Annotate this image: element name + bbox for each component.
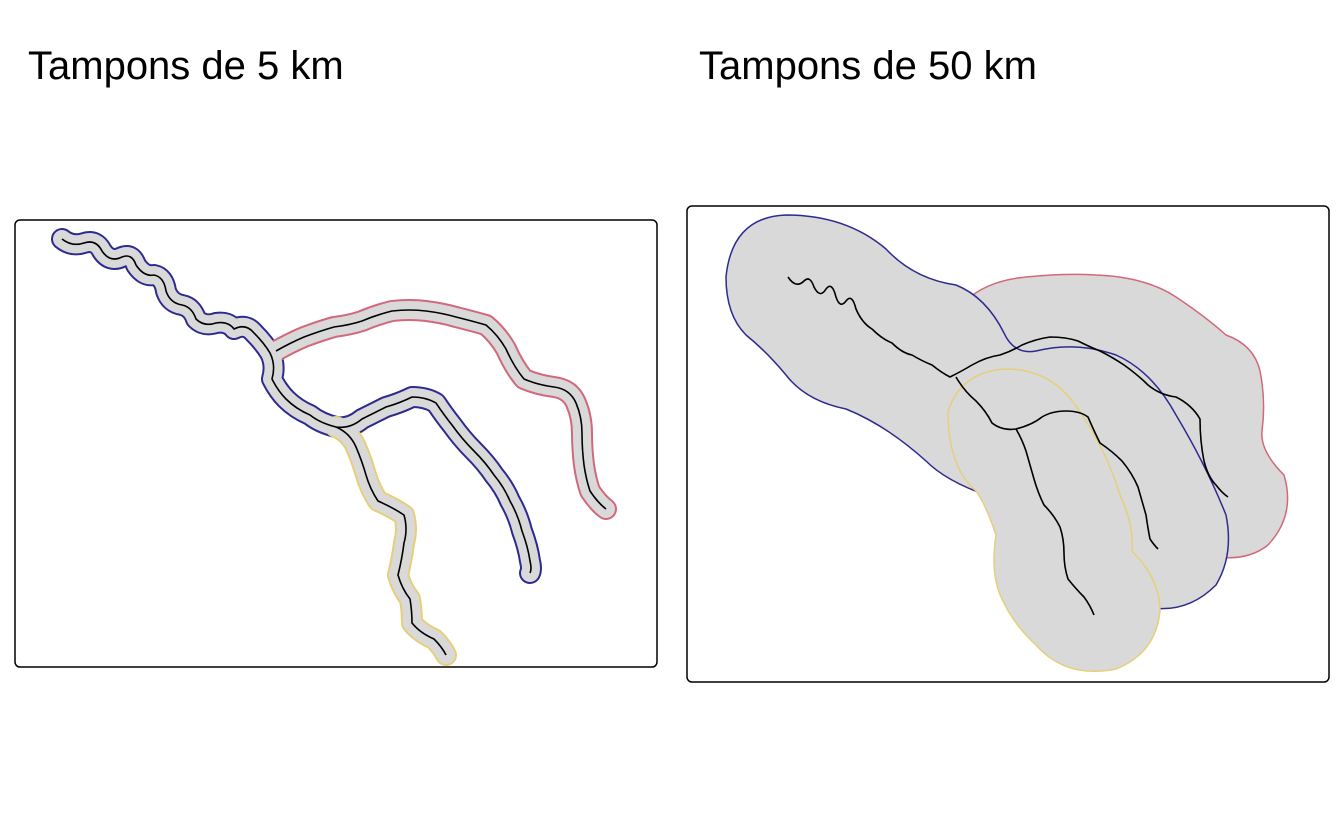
river-yellow: [335, 426, 447, 656]
buffer-polygons: [725, 214, 1289, 672]
river-yellow: [1015, 428, 1095, 616]
river-lines: [787, 276, 1229, 616]
river-lines: [61, 238, 607, 656]
buffer-polygon-yellow: [947, 368, 1161, 672]
river-main: [787, 276, 1229, 498]
panel-title-5km: Tampons de 5 km: [28, 44, 344, 88]
map-frame: [14, 219, 658, 668]
map-panel-5km: [14, 219, 658, 668]
river-main: [61, 238, 532, 574]
panel-title-50km: Tampons de 50 km: [699, 44, 1037, 88]
river-red: [275, 309, 607, 510]
map-panel-50km: [686, 205, 1330, 683]
river-red: [955, 376, 1159, 550]
